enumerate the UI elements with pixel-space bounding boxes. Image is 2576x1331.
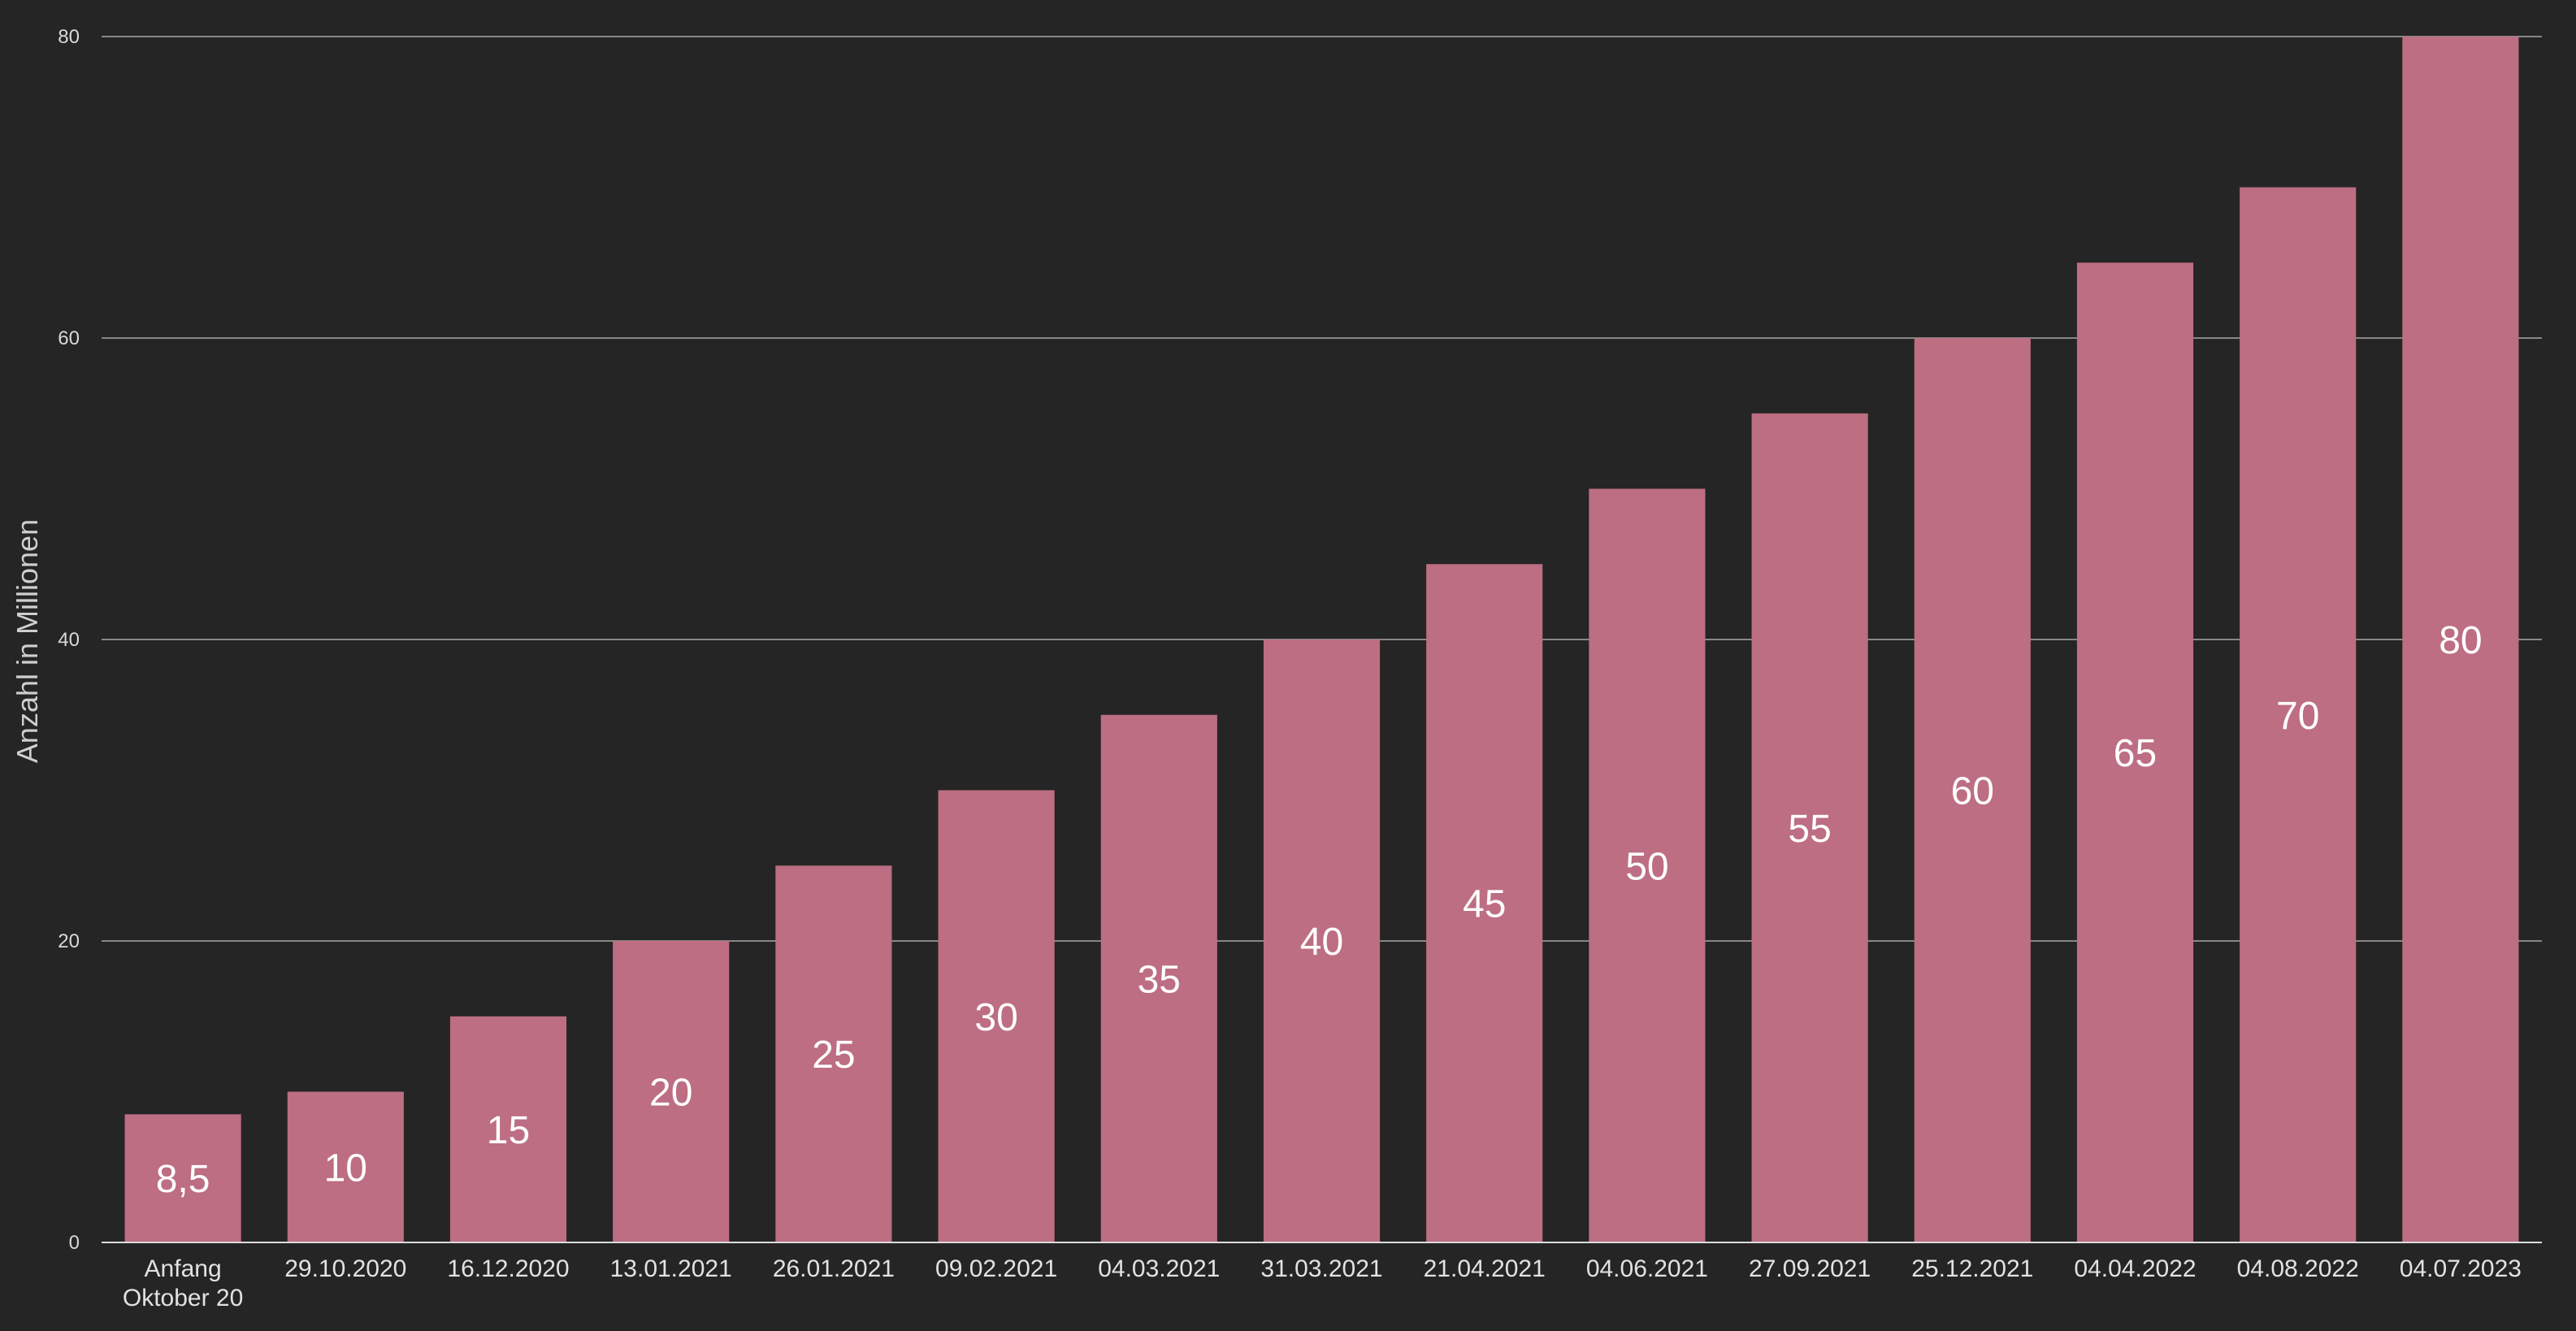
y-tick-label-60: 60	[58, 327, 80, 349]
bars-layer	[124, 37, 2519, 1242]
bar-2	[449, 1016, 567, 1242]
y-tick-label-80: 80	[58, 26, 80, 48]
y-tick-label-40: 40	[58, 629, 80, 651]
bar-value-label-2: 15	[487, 1109, 530, 1152]
bar-value-label-0: 8,5	[156, 1158, 210, 1201]
bar-13	[2240, 187, 2357, 1242]
bar-8	[1426, 564, 1543, 1242]
bar-3	[613, 941, 730, 1242]
y-tick-label-20: 20	[58, 930, 80, 952]
x-tick-label-1: 29.10.2020	[284, 1255, 406, 1282]
x-axis: Anfang Oktober 20 29.10.2020 16.12.2020 13.0…	[102, 1242, 2542, 1311]
bar-6	[1100, 714, 1217, 1242]
bar-value-label-5: 30	[974, 996, 1017, 1039]
bar-value-label-11: 60	[1951, 770, 1994, 813]
bar-10	[1751, 413, 1868, 1242]
x-tick-label-10: 27.09.2021	[1749, 1255, 1871, 1282]
bar-1	[287, 1091, 404, 1242]
x-tick-label-3: 13.01.2021	[610, 1255, 732, 1282]
bar-value-label-3: 20	[649, 1072, 692, 1115]
bar-4	[775, 865, 892, 1242]
bar-12	[2076, 262, 2194, 1242]
bar-value-label-9: 50	[1625, 845, 1668, 888]
bar-5	[938, 790, 1055, 1242]
bar-9	[1589, 488, 1706, 1242]
y-axis: 0 20 40 60 80	[58, 26, 80, 1254]
bar-value-label-14: 80	[2439, 619, 2482, 662]
x-tick-label-2: 16.12.2020	[447, 1255, 569, 1282]
x-tick-label-12: 04.04.2022	[2074, 1255, 2196, 1282]
x-tick-label-13: 04.08.2022	[2237, 1255, 2359, 1282]
x-tick-label-14: 04.07.2023	[2400, 1255, 2522, 1282]
bar-value-label-10: 55	[1788, 808, 1831, 851]
y-tick-label-0: 0	[69, 1232, 80, 1254]
x-tick-label-4: 26.01.2021	[773, 1255, 895, 1282]
x-tick-label-9: 04.06.2021	[1586, 1255, 1708, 1282]
bar-14	[2402, 37, 2519, 1242]
x-tick-label-8: 21.04.2021	[1424, 1255, 1546, 1282]
value-labels-layer: 8,5 10 15 20 25 30 35 40 45 50 55 60 65 70 80	[156, 619, 2483, 1201]
x-tick-label-5: 09.02.2021	[935, 1255, 1057, 1282]
bar-0	[124, 1114, 241, 1242]
bar-value-label-1: 10	[324, 1147, 367, 1190]
y-axis-title: Anzahl in Millionen	[11, 519, 44, 763]
x-tick-label-6: 04.03.2021	[1098, 1255, 1220, 1282]
bar-value-label-7: 40	[1300, 921, 1343, 964]
x-tick-label-11: 25.12.2021	[1911, 1255, 2033, 1282]
bar-7	[1263, 639, 1381, 1242]
bar-value-label-6: 35	[1138, 958, 1181, 1001]
x-tick-label-0: Anfang Oktober 20	[123, 1255, 243, 1311]
bar-11	[1914, 338, 2031, 1242]
bar-value-label-13: 70	[2276, 695, 2319, 738]
x-tick-label-7: 31.03.2021	[1260, 1255, 1382, 1282]
bar-value-label-8: 45	[1463, 883, 1506, 926]
bar-value-label-4: 25	[812, 1034, 855, 1077]
bar-value-label-12: 65	[2114, 732, 2157, 775]
